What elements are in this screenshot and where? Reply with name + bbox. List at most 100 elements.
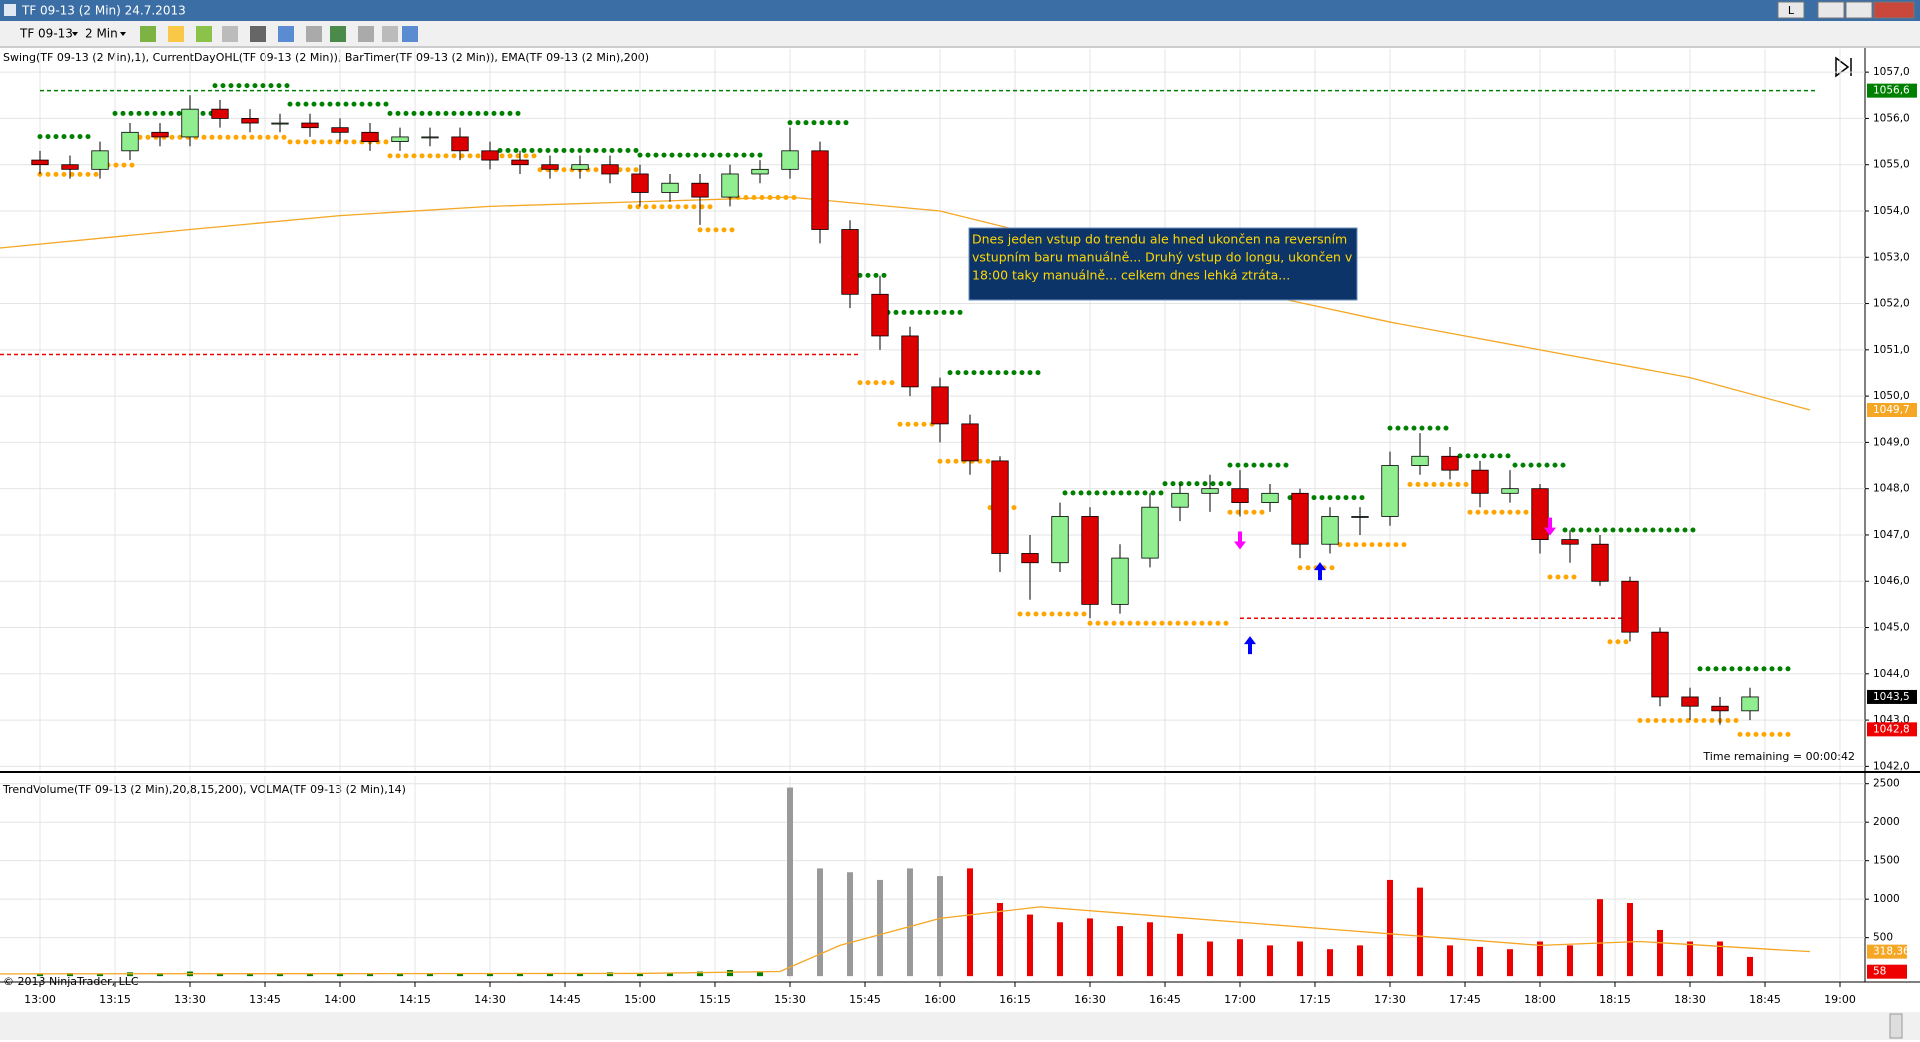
volume-bar [1747,956,1753,977]
tool-icon[interactable] [278,26,294,42]
volume-bar [1567,945,1573,977]
price-panel-title: Swing(TF 09-13 (2 Min),1), CurrentDayOHL… [3,51,649,64]
price-marker [1867,83,1917,98]
volume-bar [607,972,613,977]
x-tick-label: 15:45 [849,993,881,1006]
annotation-box [968,227,1358,301]
price-marker [1867,403,1917,417]
copyright: © 2013 NinjaTrader, LLC [3,975,139,988]
volume-bar [727,969,733,977]
x-tick-label: 18:15 [1599,993,1631,1006]
volume-bar [247,973,253,977]
price-marker-label: 1043,5 [1873,691,1910,703]
x-tick-label: 17:30 [1374,993,1406,1006]
volume-bar [1417,887,1423,977]
x-tick-label: 18:00 [1524,993,1556,1006]
candle-body [811,150,829,230]
candle-body [1411,455,1429,466]
volume-bar [1267,945,1273,977]
volume-bar [1117,926,1123,977]
candle-body [151,131,169,138]
price-marker [1867,722,1917,737]
candle-body [61,164,79,170]
candle-body [301,122,319,129]
candle-body [1321,516,1339,545]
candle-body [1291,492,1309,545]
x-tick-label: 16:45 [1149,993,1181,1006]
tool-icon[interactable] [140,26,156,42]
tool-icon[interactable] [358,26,374,42]
tool-icon[interactable] [222,26,238,42]
candle-body [1621,580,1639,633]
y-tick-label: 1042,0 [1873,760,1910,772]
tool-icon[interactable] [196,26,212,42]
title-bar [0,0,1920,21]
close-button[interactable] [1873,1,1915,19]
x-tick-label: 17:00 [1224,993,1256,1006]
volume-bar [337,973,343,977]
interval-selector[interactable]: 2 Min [85,27,118,41]
volume-bar [397,973,403,977]
tool-icon[interactable] [250,26,266,42]
x-tick-label: 14:00 [324,993,356,1006]
volume-bar [1147,922,1153,977]
minimize-button[interactable] [1817,1,1845,19]
volume-bar [1657,929,1663,977]
volume-bar [667,973,673,977]
signal-arrow [1234,531,1246,550]
volume-bar [307,973,313,977]
x-tick-label: 17:15 [1299,993,1331,1006]
candle-body [1471,469,1489,494]
tool-icon[interactable] [306,26,322,42]
candle-body [1531,488,1549,540]
price-marker [1867,689,1917,704]
candle-body [1111,557,1129,605]
candle-body [211,108,229,119]
candle-body [751,168,769,175]
price-marker-label: 1042,8 [1873,723,1910,735]
y-tick-label: 1049,0 [1873,436,1910,448]
tool-icon[interactable] [168,26,184,42]
scroll-thumb[interactable] [1889,1013,1903,1039]
volume-bar [1537,941,1543,977]
tool-icon[interactable] [330,26,346,42]
instrument-selector[interactable]: TF 09-13 [19,27,73,41]
volume-bar [217,973,223,977]
candle-body [511,159,529,166]
y-tick-label: 1500 [1873,855,1900,867]
volume-bar [967,868,973,977]
grid-layer [0,49,1865,980]
window-button-l[interactable] [1777,1,1805,19]
volume-bar [907,868,913,977]
volume-bar [1717,941,1723,977]
volume-bar [157,973,163,977]
volume-bar [877,879,883,977]
value-marker-label: 58 [1873,966,1886,978]
tool-icon[interactable] [382,26,398,42]
candle-body [271,122,289,125]
volume-bar [787,787,793,977]
play-icon[interactable] [1835,56,1850,78]
x-tick-label: 16:30 [1074,993,1106,1006]
scrollbar[interactable] [0,1012,1920,1040]
candle-body [841,229,859,295]
volume-bar [37,973,43,977]
y-tick-label: 1048,0 [1873,483,1910,495]
y-tick-label: 1000 [1873,893,1900,905]
volume-bar [277,973,283,977]
volume-bar [1687,941,1693,977]
candle-body [121,131,139,152]
x-tick-label: 13:30 [174,993,206,1006]
dropdown-arrow [72,32,78,36]
volume-bar [97,973,103,977]
tool-icon[interactable] [402,26,418,42]
volume-bar [1327,949,1333,977]
annotation-text: vstupním baru manuálně... Druhý vstup do… [972,250,1353,265]
y-tick-label: 1054,0 [1873,205,1910,217]
volume-bar [1177,933,1183,977]
x-tick-label: 14:45 [549,993,581,1006]
candle-body [1381,465,1399,517]
bar-timer: Time remaining = 00:00:42 [1702,750,1855,763]
maximize-button[interactable] [1845,1,1873,19]
candle-body [391,136,409,142]
